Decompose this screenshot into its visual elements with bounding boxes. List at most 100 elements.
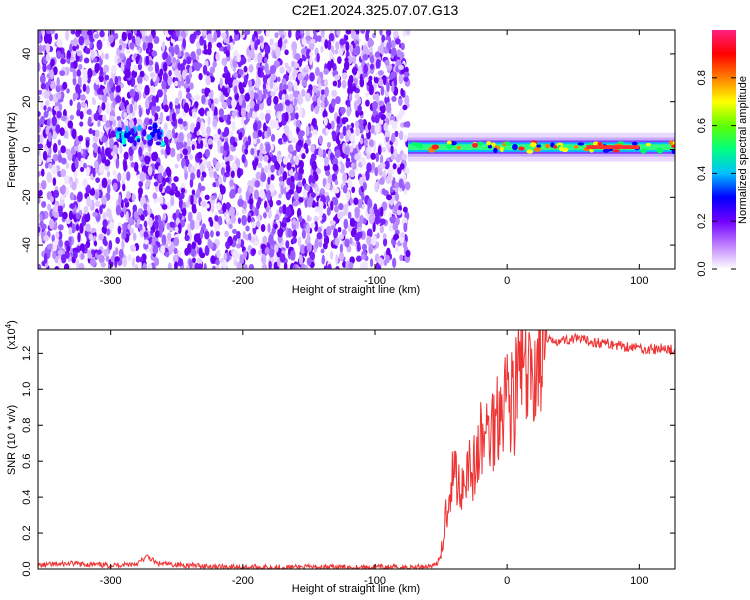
spectrogram-cell: [147, 263, 153, 269]
spectrogram-cell: [52, 143, 58, 154]
spectrogram-cell: [270, 164, 275, 173]
spectrogram-cell: [319, 201, 324, 208]
spectrogram-cell: [120, 199, 124, 209]
spectrogram-cell: [66, 88, 70, 94]
spectrogram-cell: [80, 30, 86, 37]
spectrogram-cell: [125, 171, 131, 182]
spectrogram-cell: [343, 218, 349, 230]
spectrogram-cell: [393, 76, 398, 87]
spectrogram-cell: [100, 52, 105, 60]
spectrogram-cell: [273, 95, 279, 105]
spectrogram-cell: [229, 179, 234, 187]
spectrogram-cell: [85, 139, 90, 148]
spectrogram-cell: [320, 89, 326, 96]
spectrogram-cell: [270, 133, 276, 142]
spectrogram-cell: [82, 162, 87, 169]
spectrogram-cell: [272, 156, 278, 162]
spectrogram-cell: [59, 70, 66, 76]
spectrogram-cell: [254, 157, 259, 167]
spectrogram-cell: [98, 106, 102, 114]
spectrogram-cell: [227, 154, 234, 162]
spectrogram-cell: [354, 93, 360, 100]
spectrogram-cell: [98, 75, 104, 83]
spectrogram-cell: [225, 50, 230, 58]
spectrogram-cell: [209, 66, 216, 74]
spectrogram-cell: [386, 105, 392, 114]
spectrogram-cell: [388, 168, 395, 175]
spectrogram-cell: [332, 80, 338, 87]
spectrogram-cell: [277, 258, 281, 268]
spectrogram-cell: [38, 263, 42, 269]
spectrogram-cell: [202, 30, 207, 37]
spectrogram-cell: [86, 166, 90, 177]
spectrogram-cell: [224, 37, 230, 44]
spectrogram-cell: [297, 236, 302, 247]
spectrogram-cell: [297, 93, 302, 101]
spectrogram-cell: [285, 240, 290, 249]
spectrogram-cell: [269, 38, 274, 46]
spectrogram-cell: [133, 30, 138, 35]
spectrogram-cell: [250, 221, 257, 229]
colorbar: 0.0 0.2 0.4 0.6 0.8 Normalized spectral ampl…: [696, 30, 749, 277]
spectrogram-cell: [310, 222, 316, 229]
spectrogram-cell: [230, 170, 235, 178]
spectrogram-cell: [251, 33, 256, 43]
spectrogram-cell: [93, 160, 99, 169]
spectrogram-cell: [283, 38, 288, 44]
spectrogram-cell: [317, 82, 322, 92]
spectrogram-cell: [214, 222, 221, 232]
spectrogram-cell: [180, 187, 186, 194]
spectrogram-cell: [262, 235, 268, 246]
spectrogram-cell: [233, 85, 238, 95]
spectrogram-cell: [144, 181, 149, 190]
spectrogram-cell: [193, 31, 197, 40]
spectrogram-cell: [125, 125, 129, 134]
spectrogram-cell: [368, 75, 373, 82]
spectrogram-cell: [86, 196, 92, 207]
spectrogram-cell: [403, 76, 409, 83]
spectrogram-cell: [77, 76, 82, 86]
spectrogram-cell: [345, 190, 351, 200]
spectrogram-cell: [278, 206, 283, 214]
spectrogram-cell: [360, 262, 364, 269]
spectrogram-cell: [268, 248, 275, 258]
colorbar-gradient: [712, 30, 736, 269]
spectrogram-cell: [102, 219, 108, 228]
spectrogram-cell: [305, 125, 310, 137]
spectrogram-cell: [318, 241, 323, 248]
spectrogram-cell: [396, 209, 402, 216]
spectrogram-cell: [167, 30, 174, 36]
spectrogram-cell: [69, 192, 75, 201]
spectrogram-cell: [324, 96, 328, 108]
spectrogram-cell: [110, 92, 115, 102]
spectrogram-cell: [190, 172, 195, 181]
spectrogram-cell: [305, 65, 310, 71]
spectrogram-cell: [325, 170, 331, 176]
spectrogram-cell: [108, 115, 115, 122]
spectrogram-cell: [277, 227, 284, 238]
colorbar-tick-label: 0.8: [696, 70, 708, 85]
spectrogram-cell: [301, 37, 307, 46]
spectrogram-cell: [83, 205, 89, 215]
spectrogram-cell: [134, 263, 139, 269]
spectrogram-cell: [265, 69, 271, 75]
spectrogram-cell: [82, 74, 88, 84]
spectrogram-cell: [186, 137, 192, 146]
spectrogram-cell: [322, 110, 328, 119]
colorbar-tick-label: 0.0: [696, 261, 708, 276]
spectrogram-cell: [256, 30, 262, 35]
spectrogram-cell: [327, 39, 332, 51]
spectrogram-cell: [58, 103, 63, 111]
spectrogram-cell: [226, 114, 231, 122]
spectrogram-cell: [67, 151, 73, 161]
spectrogram-cell: [284, 99, 291, 106]
spectrogram-cell: [163, 30, 170, 37]
spectrogram-cell: [194, 94, 201, 101]
spectrogram-cell: [132, 110, 136, 117]
spectrogram-cell: [137, 124, 142, 132]
spectrogram-cell: [110, 255, 114, 263]
spectrogram-cell: [360, 30, 366, 34]
spectrogram-cell: [139, 70, 145, 78]
spectrogram-cell: [70, 30, 76, 35]
spectrogram-cell: [221, 101, 228, 109]
